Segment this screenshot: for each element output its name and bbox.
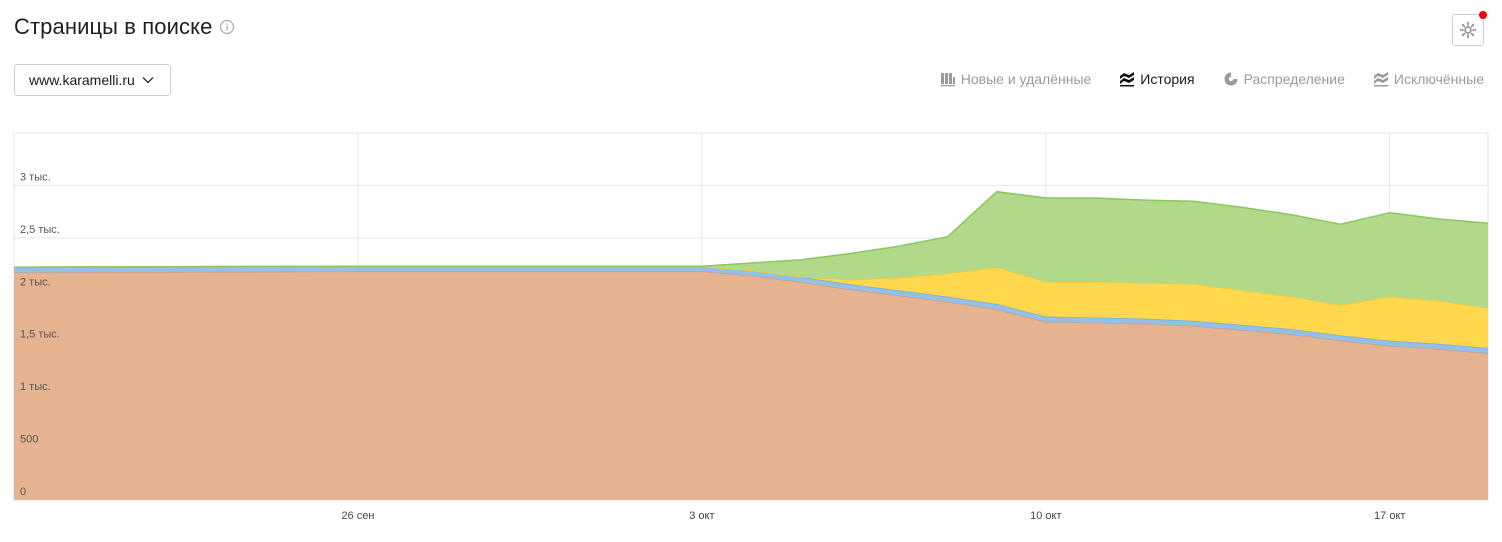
view-tabs: Новые и удалённые История Распределение …: [912, 71, 1484, 87]
y-tick-label: 2,5 тыс.: [20, 224, 60, 236]
site-select-value: www.karamelli.ru: [29, 72, 135, 88]
y-tick-label: 1,5 тыс.: [20, 329, 60, 341]
chevron-down-icon: [142, 77, 154, 84]
title-row: Страницы в поиске: [14, 14, 235, 40]
y-axis-labels: 0 500 1 тыс. 1,5 тыс. 2 тыс. 2,5 тыс. 3 тыс.: [20, 171, 60, 498]
history-icon: [1120, 72, 1135, 87]
tab-label: Распределение: [1243, 71, 1345, 87]
gear-icon: [1459, 21, 1477, 39]
info-icon[interactable]: [219, 19, 235, 35]
y-tick-label: 0: [20, 486, 26, 498]
chart-areas: [13, 190, 1489, 500]
notification-dot: [1479, 11, 1487, 19]
x-axis-labels: 26 сен 3 окт 10 окт 17 окт: [341, 510, 1405, 522]
series-area-0: [14, 271, 1488, 500]
tab-label: Новые и удалённые: [960, 71, 1092, 87]
y-tick-label: 3 тыс.: [20, 171, 51, 183]
tab-label: История: [1140, 71, 1195, 87]
x-tick-label: 3 окт: [689, 510, 714, 522]
x-tick-label: 26 сен: [341, 510, 374, 522]
tab-excluded[interactable]: Исключённые: [1373, 71, 1484, 87]
tab-history[interactable]: История: [1119, 71, 1195, 87]
settings-button[interactable]: [1452, 11, 1487, 46]
site-select[interactable]: www.karamelli.ru: [14, 64, 171, 96]
tab-new-and-deleted[interactable]: Новые и удалённые: [940, 71, 1092, 87]
x-tick-label: 17 окт: [1374, 510, 1405, 522]
y-tick-label: 1 тыс.: [20, 381, 51, 393]
page-title: Страницы в поиске: [14, 14, 213, 39]
pie-chart-icon: [1224, 72, 1238, 86]
series-area-3: [14, 191, 1488, 309]
tab-label: Исключённые: [1393, 71, 1484, 87]
y-tick-label: 500: [20, 434, 38, 446]
y-tick-label: 2 тыс.: [20, 276, 51, 288]
excluded-icon: [1373, 72, 1388, 87]
bar-chart-icon: [940, 73, 955, 87]
tab-distribution[interactable]: Распределение: [1223, 71, 1345, 87]
series-line-3: [13, 190, 1489, 268]
x-tick-label: 10 окт: [1030, 510, 1061, 522]
series-area-2: [14, 266, 1488, 348]
